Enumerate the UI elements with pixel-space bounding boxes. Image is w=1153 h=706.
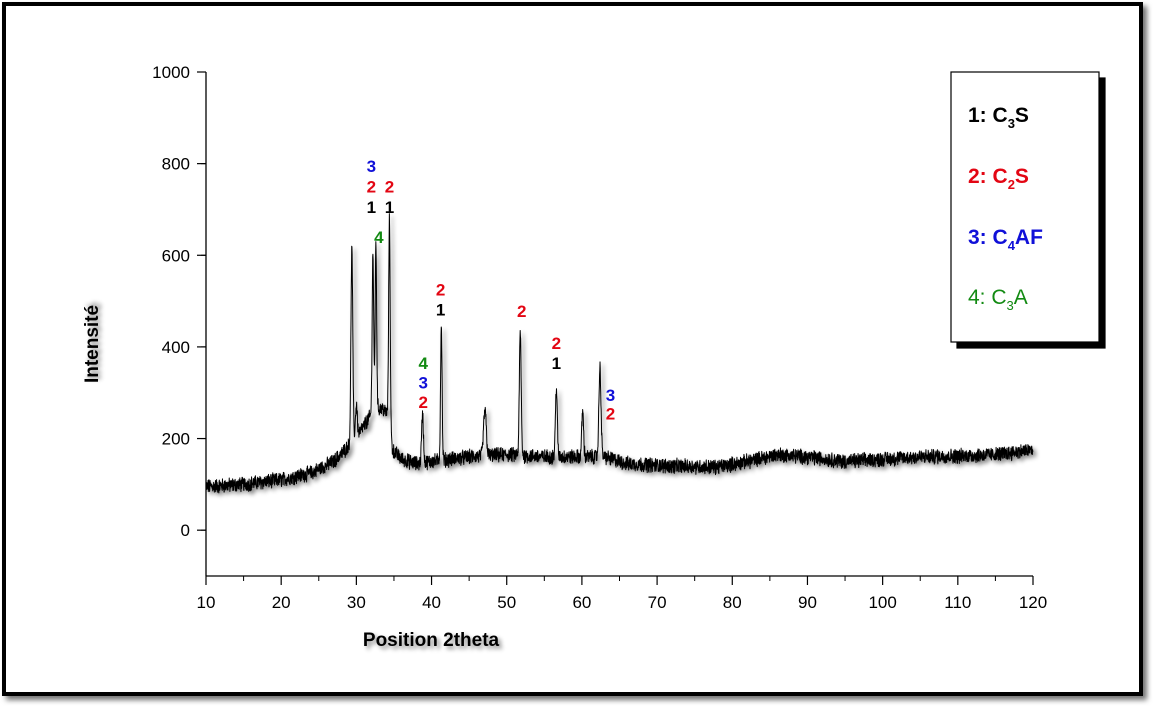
peak-label: 2 — [436, 281, 445, 300]
y-tick-label: 800 — [162, 155, 190, 174]
legend-text: AF — [1015, 226, 1043, 249]
legend-text: 4: C — [968, 286, 1007, 309]
peak-label: 2 — [367, 178, 376, 197]
peak-label: 2 — [552, 334, 561, 353]
legend-entry-3: 3: C4AF — [968, 226, 1043, 253]
x-tick-label: 10 — [197, 593, 216, 612]
y-tick-label: 1000 — [152, 63, 190, 82]
y-tick-label: 0 — [181, 521, 190, 540]
peak-label: 3 — [606, 386, 615, 405]
x-tick-label: 120 — [1019, 593, 1047, 612]
x-tick-label: 60 — [572, 593, 591, 612]
legend-text: S — [1015, 165, 1029, 188]
legend-box — [950, 71, 1100, 343]
legend-subscript: 4 — [1008, 238, 1016, 253]
figure-frame: 0 200 400 600 800 1000 10 20 30 40 50 60 70 80 90 100 11… — [2, 2, 1143, 696]
peak-label: 4 — [374, 228, 384, 247]
legend-entry-1: 1: C3S — [968, 104, 1029, 131]
legend-entry-2: 2: C2S — [968, 165, 1029, 192]
peak-label: 3 — [367, 157, 376, 176]
x-tick-label: 30 — [347, 593, 366, 612]
peak-label: 2 — [385, 178, 394, 197]
x-tick-label: 40 — [422, 593, 441, 612]
peak-label: 2 — [517, 302, 526, 321]
x-axis-label: Position 2theta — [363, 630, 500, 651]
legend-text: S — [1015, 104, 1029, 127]
diffraction-pattern-line — [205, 213, 1034, 494]
legend-subscript: 3 — [1007, 298, 1014, 313]
legend-text: 3: C — [968, 226, 1008, 249]
x-tick-label: 100 — [868, 593, 896, 612]
peak-label: 3 — [419, 374, 428, 393]
y-axis-label: Intensité — [82, 305, 103, 383]
legend-subscript: 2 — [1008, 177, 1015, 192]
y-tick-label: 600 — [162, 246, 190, 265]
y-tick-label: 400 — [162, 338, 190, 357]
peak-label: 2 — [419, 393, 428, 412]
legend-subscript: 3 — [1008, 116, 1015, 131]
x-tick-label: 50 — [497, 593, 516, 612]
legend-text: 1: C — [968, 104, 1008, 127]
legend-text: A — [1014, 286, 1028, 309]
x-tick-label: 110 — [944, 593, 971, 612]
y-tick-label: 200 — [162, 430, 190, 449]
peak-label: 4 — [419, 354, 429, 373]
legend-text: 2: C — [968, 165, 1008, 188]
x-tick-label: 20 — [272, 593, 291, 612]
x-tick-label: 80 — [723, 593, 742, 612]
peak-label: 1 — [385, 198, 394, 217]
series-layer — [205, 213, 1034, 494]
x-tick-label: 90 — [798, 593, 817, 612]
peak-label: 1 — [436, 300, 445, 319]
x-tick-label: 70 — [648, 593, 667, 612]
peak-label: 1 — [552, 354, 561, 373]
peak-label: 1 — [367, 198, 376, 217]
peak-label: 2 — [606, 404, 615, 423]
legend-entry-4: 4: C3A — [968, 286, 1028, 313]
